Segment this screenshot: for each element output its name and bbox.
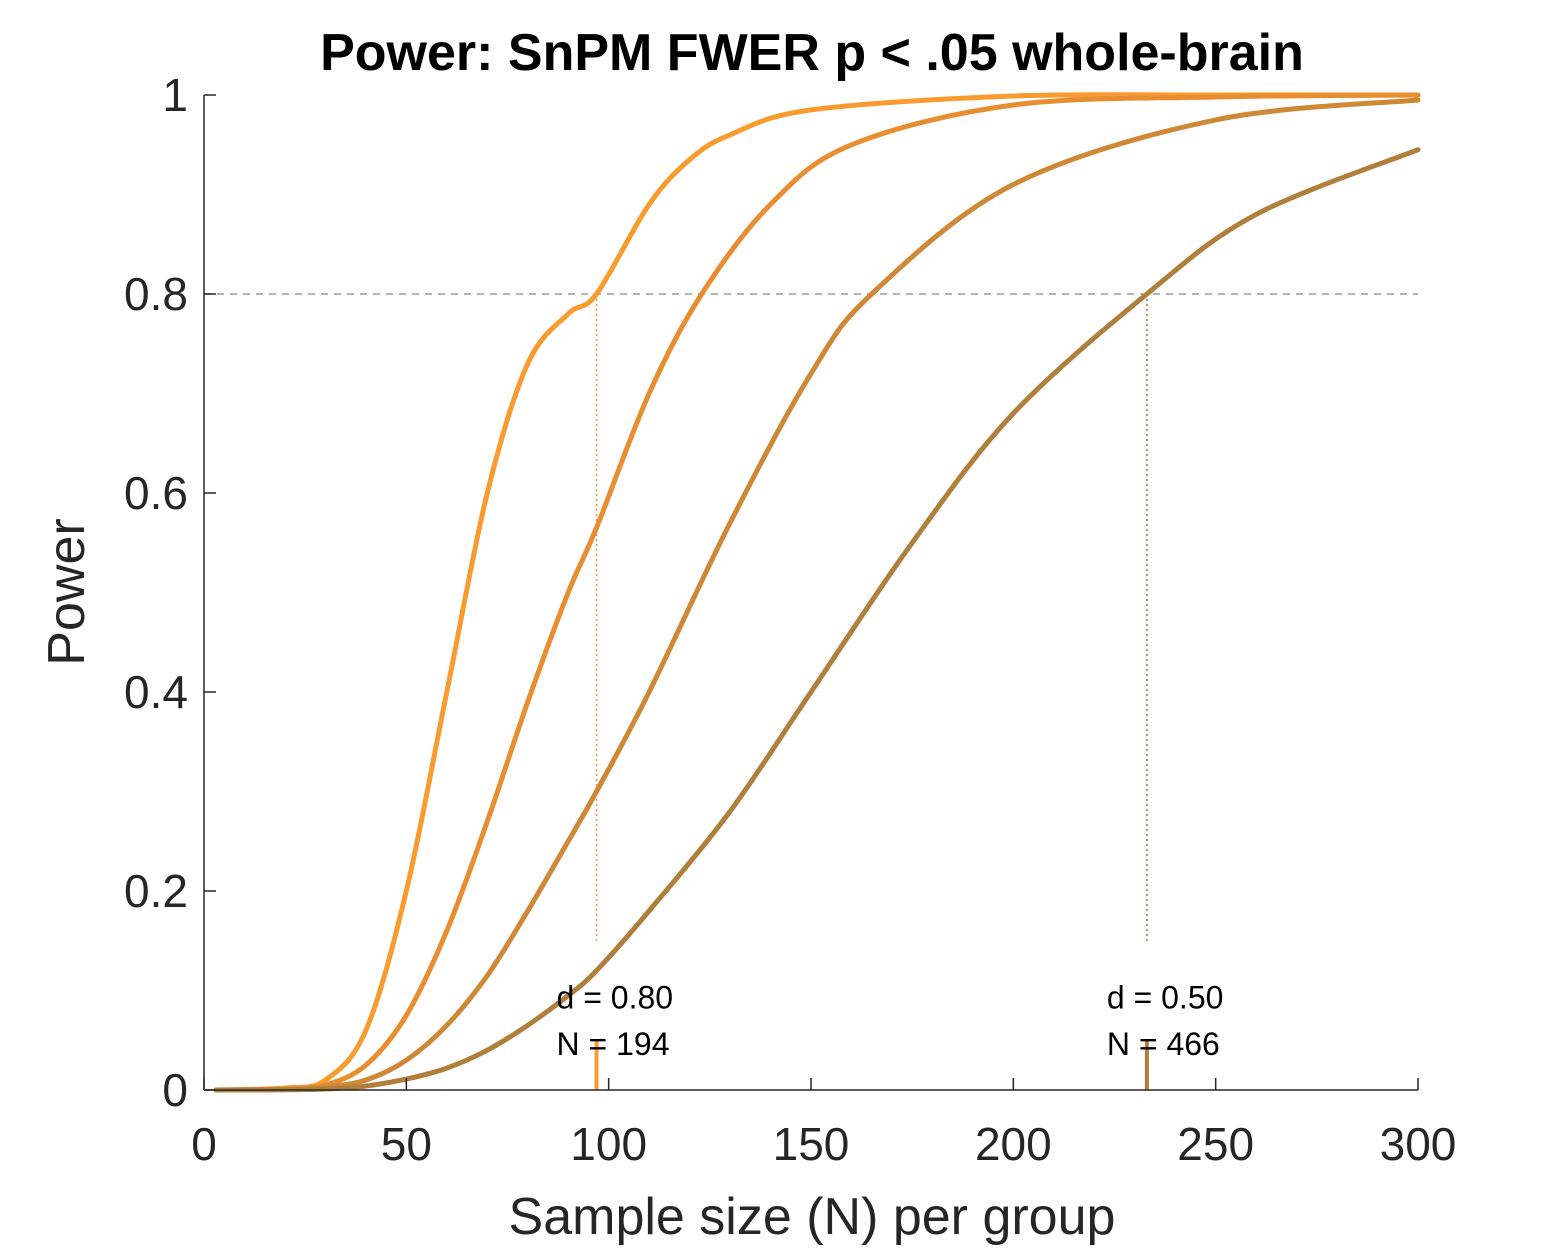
- axes: 0 50 100 150 200 250 300 0 0.2 0.4 0.6 0.8 1: [124, 69, 1456, 1170]
- y-axis-label: Power: [38, 518, 96, 665]
- y-tick-label-5: 1: [162, 69, 188, 121]
- power-curve-1: [213, 92, 1421, 1093]
- plot-area: d = 0.80 N = 194 d = 0.50 N = 466: [204, 92, 1421, 1093]
- x-axis-label: Sample size (N) per group: [509, 1188, 1116, 1246]
- y-tick-label-3: 0.6: [124, 467, 188, 519]
- y-tick-label-2: 0.4: [124, 666, 188, 718]
- y-tick-label-4: 0.8: [124, 268, 188, 320]
- marker-label-sample-size-1: N = 466: [1107, 1026, 1220, 1062]
- marker-label-effect-size-1: d = 0.50: [1107, 979, 1224, 1015]
- x-tick-label-1: 50: [381, 1118, 432, 1170]
- x-tick-label-0: 0: [191, 1118, 217, 1170]
- y-tick-label-0: 0: [162, 1064, 188, 1116]
- x-tick-label-4: 200: [975, 1118, 1052, 1170]
- chart-title: Power: SnPM FWER p < .05 whole-brain: [320, 24, 1304, 82]
- power-curve-3: [213, 147, 1421, 1093]
- x-tick-label-6: 300: [1380, 1118, 1457, 1170]
- x-tick-label-3: 150: [773, 1118, 850, 1170]
- power-curve-2: [213, 97, 1421, 1093]
- power-curve-0: [213, 92, 1421, 1093]
- marker-label-sample-size-0: N = 194: [557, 1026, 670, 1062]
- x-tick-label-2: 100: [570, 1118, 647, 1170]
- marker-label-effect-size-0: d = 0.80: [557, 979, 674, 1015]
- x-tick-label-5: 250: [1177, 1118, 1254, 1170]
- y-tick-label-1: 0.2: [124, 865, 188, 917]
